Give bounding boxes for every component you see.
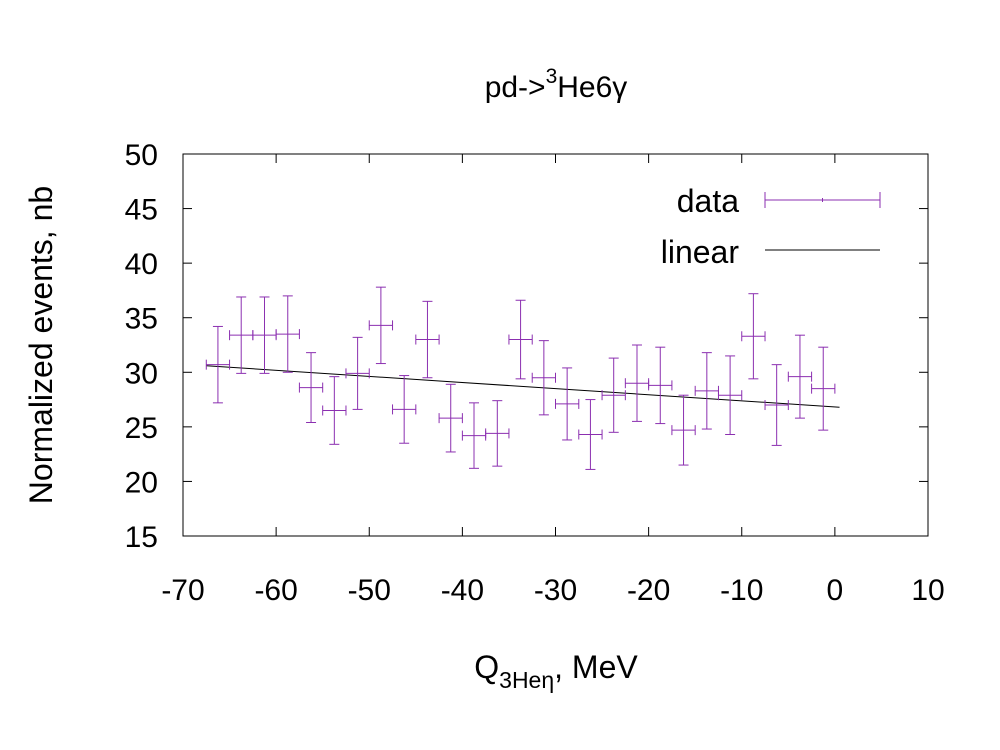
data-point: [694, 352, 719, 430]
data-point: [648, 346, 673, 425]
x-tick-label: -10: [720, 574, 763, 607]
legend-label-linear: linear: [661, 234, 740, 270]
data-series: [205, 286, 836, 470]
plot-frame: [182, 153, 929, 537]
data-point: [555, 367, 580, 441]
axis-ticks: [182, 153, 929, 537]
x-tick-label: -20: [627, 574, 670, 607]
x-tick-label: -70: [161, 574, 204, 607]
chart-title: pd->3He6γ: [485, 65, 628, 104]
data-point: [601, 357, 626, 433]
data-point: [205, 325, 231, 404]
data-point: [229, 296, 254, 374]
data-point: [345, 336, 370, 410]
data-point: [368, 286, 394, 365]
data-point: [485, 400, 510, 467]
y-tick-label: 20: [125, 466, 158, 499]
data-point: [717, 355, 743, 435]
data-point: [252, 296, 277, 374]
data-point: [741, 293, 766, 380]
y-axis-label: Normalized events, nb: [23, 186, 59, 504]
y-tick-label: 25: [125, 412, 158, 445]
data-point: [787, 334, 813, 419]
data-point: [764, 364, 789, 446]
x-tick-label: 10: [911, 574, 944, 607]
data-point: [578, 399, 603, 470]
x-tick-labels: -70 -60 -50 -40 -30 -20 -10 0 10: [161, 574, 944, 607]
x-tick-label: -40: [441, 574, 484, 607]
data-point: [322, 376, 347, 445]
data-point: [275, 295, 300, 373]
y-tick-label: 40: [125, 248, 158, 281]
y-tick-label: 15: [125, 521, 158, 554]
legend-sample-data: [764, 192, 881, 208]
x-tick-label: 0: [827, 574, 844, 607]
y-tick-label: 35: [125, 303, 158, 336]
data-point: [508, 299, 533, 380]
data-point: [811, 346, 836, 431]
x-tick-label: -30: [534, 574, 577, 607]
y-tick-label: 45: [125, 194, 158, 227]
y-tick-labels: 15 20 25 30 35 40 45 50: [125, 139, 158, 554]
linear-fit: [206, 365, 840, 408]
data-point: [438, 383, 463, 453]
x-tick-label: -60: [254, 574, 297, 607]
data-point: [298, 352, 324, 423]
fit-line: [206, 365, 840, 408]
y-tick-label: 30: [125, 357, 158, 390]
data-point: [392, 375, 417, 444]
x-axis-label: Q3Heη, MeV: [474, 649, 638, 693]
y-tick-label: 50: [125, 139, 158, 172]
data-point: [461, 402, 487, 469]
data-point: [531, 340, 556, 416]
legend: data linear: [661, 183, 881, 270]
x-tick-label: -50: [348, 574, 391, 607]
data-point: [415, 300, 440, 379]
data-point: [624, 344, 650, 422]
data-point: [671, 394, 696, 466]
legend-label-data: data: [677, 183, 739, 219]
